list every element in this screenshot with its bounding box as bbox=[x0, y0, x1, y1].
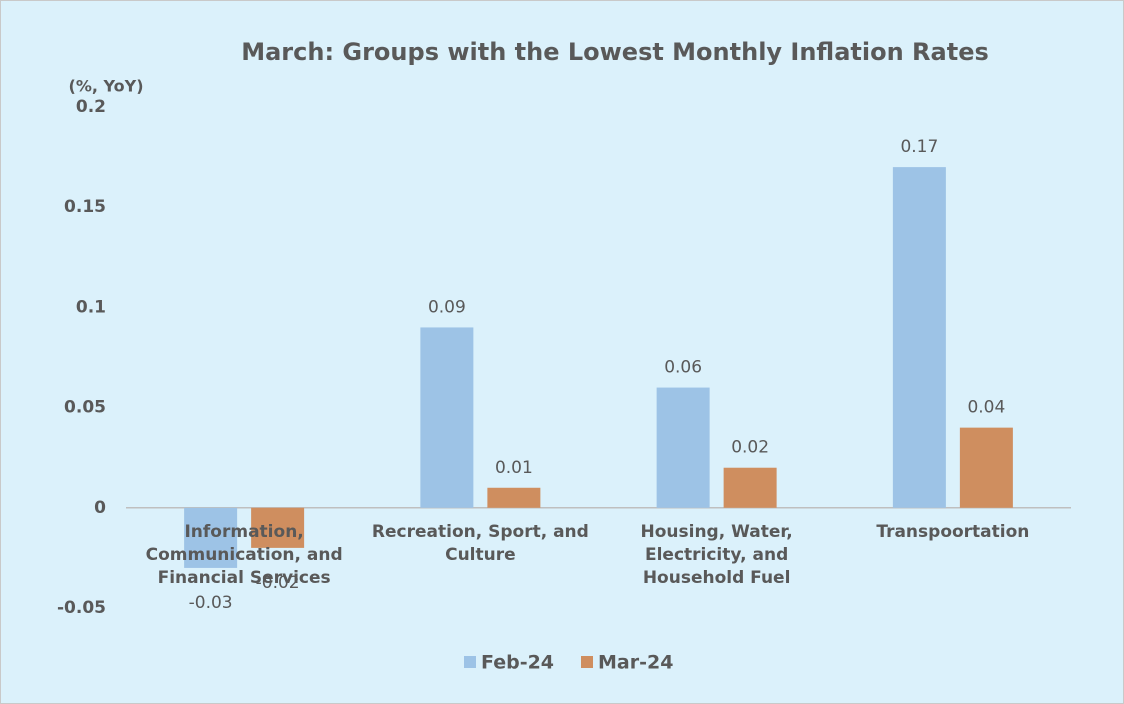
data-label: 0.17 bbox=[900, 137, 938, 157]
chart-title: March: Groups with the Lowest Monthly In… bbox=[241, 38, 989, 66]
bar bbox=[656, 387, 710, 508]
x-tick-label: Recreation, Sport, and Culture bbox=[371, 521, 589, 565]
data-label: 0.06 bbox=[664, 358, 702, 378]
legend-swatch bbox=[464, 656, 476, 668]
x-tick-label: Information, Communication, and Financia… bbox=[145, 521, 343, 588]
x-tick-label: Transpoortation bbox=[876, 521, 1030, 542]
legend-swatch bbox=[581, 656, 593, 668]
data-label: 0.02 bbox=[731, 438, 769, 458]
data-label: -0.03 bbox=[189, 593, 233, 613]
x-tick-label: Housing, Water, Electricity, and Househo… bbox=[640, 521, 793, 588]
y-tick-label: 0.2 bbox=[76, 97, 106, 117]
data-label: 0.09 bbox=[428, 297, 466, 317]
bar bbox=[487, 487, 541, 508]
bar bbox=[420, 327, 474, 508]
legend-label: Feb-24 bbox=[481, 652, 554, 674]
y-axis-label: (%, YoY) bbox=[69, 77, 144, 96]
bar bbox=[184, 507, 238, 568]
data-label: -0.02 bbox=[256, 573, 300, 593]
y-tick-label: -0.05 bbox=[57, 598, 106, 618]
bar bbox=[723, 467, 777, 508]
y-tick-label: 0.1 bbox=[76, 297, 106, 317]
data-label: 0.04 bbox=[967, 398, 1005, 418]
bar bbox=[959, 427, 1013, 508]
data-label: 0.01 bbox=[495, 458, 533, 478]
legend-label: Mar-24 bbox=[598, 652, 673, 674]
bar bbox=[892, 167, 946, 508]
y-tick-label: 0.15 bbox=[64, 197, 106, 217]
y-tick-label: 0 bbox=[94, 498, 106, 518]
bar bbox=[251, 507, 305, 548]
y-tick-label: 0.05 bbox=[64, 398, 106, 418]
